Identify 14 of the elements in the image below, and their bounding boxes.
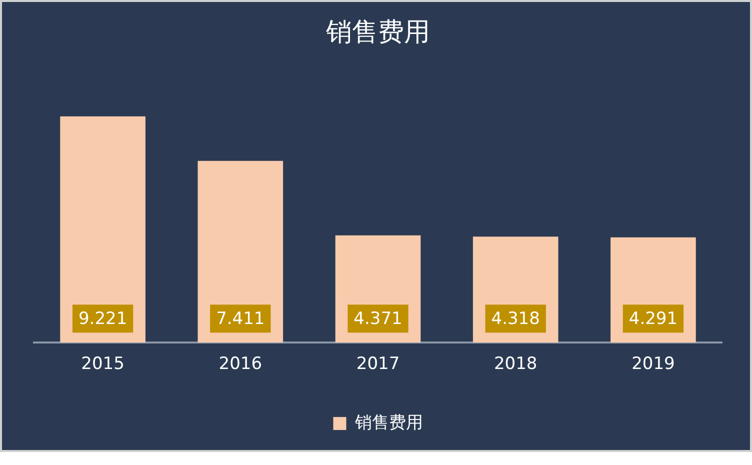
x-tick-label: 2015 xyxy=(81,354,124,374)
data-label: 4.318 xyxy=(491,309,540,330)
chart-title: 销售费用 xyxy=(325,17,430,48)
data-label: 4.371 xyxy=(354,309,402,330)
data-label: 9.221 xyxy=(78,309,128,330)
x-tick-label: 2017 xyxy=(356,354,400,374)
x-tick-label: 2018 xyxy=(494,354,538,374)
x-tick-label: 2019 xyxy=(632,354,675,374)
legend-label: 销售费用 xyxy=(354,412,423,433)
bar xyxy=(60,116,146,343)
bar xyxy=(198,160,284,343)
x-tick-label: 2016 xyxy=(218,354,262,374)
data-label: 7.411 xyxy=(216,309,265,330)
data-label: 4.291 xyxy=(628,309,678,330)
